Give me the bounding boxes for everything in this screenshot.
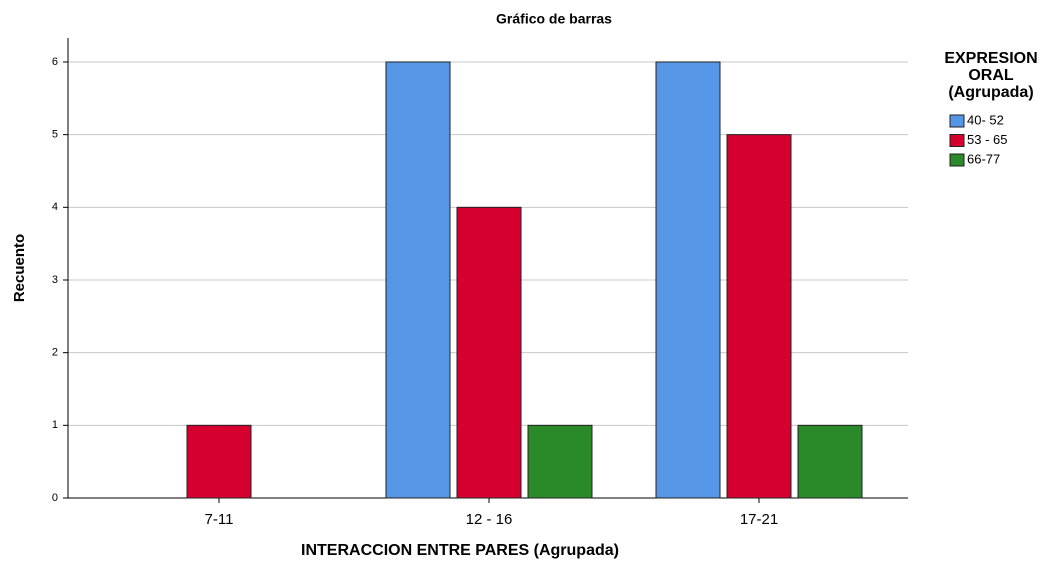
bar (797, 424, 863, 499)
bar (456, 206, 522, 499)
x-tick-label: 7-11 (205, 511, 234, 528)
y-tick-label: 6 (52, 56, 58, 68)
y-tick-label: 1 (52, 419, 58, 431)
y-tick-label: 3 (52, 274, 58, 286)
legend-swatch (949, 153, 965, 167)
legend-label: 66-77 (967, 151, 1000, 166)
bar (655, 61, 721, 499)
x-axis-label: INTERACCION ENTRE PARES (Agrupada) (301, 542, 619, 559)
legend-label: 53 - 65 (967, 132, 1007, 147)
y-tick-label: 2 (52, 347, 58, 359)
bar (186, 424, 252, 499)
y-tick-label: 4 (52, 201, 58, 213)
legend-swatch (949, 114, 965, 128)
chart-title: Gráfico de barras (496, 11, 612, 27)
bar (527, 424, 593, 499)
y-tick-label: 5 (52, 129, 58, 141)
y-tick-label: 0 (52, 492, 58, 504)
bar (385, 61, 451, 499)
legend-label: 40- 52 (967, 112, 1004, 127)
y-axis-label: Recuento (11, 234, 28, 302)
x-tick-label: 17-21 (740, 511, 778, 528)
legend-swatch (949, 134, 965, 147)
legend-title: EXPRESION ORAL (Agrupada) (944, 50, 1038, 101)
x-tick-label: 12 - 16 (466, 511, 513, 528)
bar (726, 134, 792, 499)
